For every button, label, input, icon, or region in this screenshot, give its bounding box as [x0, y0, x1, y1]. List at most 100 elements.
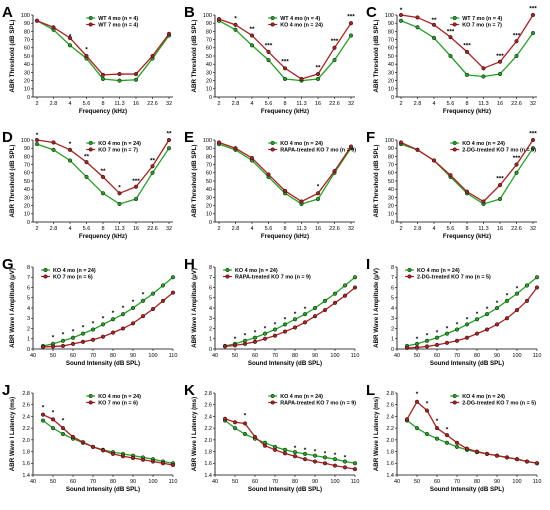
- x-axis-label: Sound Intensity (dB SPL): [430, 360, 504, 367]
- data-point: [534, 275, 540, 280]
- legend-swatch-marker: [225, 274, 230, 279]
- y-tick-label: 60: [24, 171, 30, 177]
- x-tick-label: 110: [351, 479, 360, 485]
- y-tick-label: 30: [388, 195, 394, 201]
- x-tick-label: 80: [110, 353, 116, 359]
- panel-label: H: [184, 256, 195, 273]
- data-point: [332, 58, 337, 63]
- data-point: [431, 22, 437, 27]
- data-point: [160, 283, 166, 288]
- x-tick-label: 2.8: [50, 226, 58, 232]
- legend-swatch-marker: [452, 400, 457, 405]
- y-tick-label: 6: [27, 285, 30, 291]
- panel-j: J 1.4 1.6 1.8 2.0 2.2 2.4 2.6 2.8 40 50 60 70 80 90 100…: [2, 382, 177, 493]
- data-point: [232, 343, 238, 348]
- legend-swatch-marker: [88, 140, 93, 146]
- significance-marker: *: [506, 293, 509, 300]
- x-tick-label: 50: [50, 479, 56, 485]
- data-point: [481, 199, 486, 204]
- x-tick-label: 8: [465, 226, 468, 232]
- data-point: [464, 446, 470, 451]
- significance-marker: *: [304, 447, 307, 454]
- data-point: [67, 35, 73, 41]
- x-tick-label: 5.6: [265, 101, 273, 107]
- y-axis-label: ABR Wave I Amplitude (µV): [191, 268, 198, 348]
- y-tick-label: 80: [388, 154, 394, 160]
- y-tick-label: 100: [385, 13, 394, 19]
- y-tick-label: 10: [388, 87, 394, 93]
- y-tick-label: 40: [388, 187, 394, 193]
- legend-entry: KO 7 mo (n = 7): [98, 148, 138, 154]
- x-tick-label: 8: [101, 226, 104, 232]
- x-tick-label: 40: [212, 479, 218, 485]
- data-point: [302, 451, 308, 456]
- data-point: [90, 444, 96, 449]
- y-tick-label: 1.8: [204, 449, 212, 455]
- y-tick-label: 6: [209, 285, 212, 291]
- x-tick-label: 110: [351, 353, 360, 359]
- legend-entry: KO 7 mo (n = 6): [98, 401, 138, 407]
- y-tick-label: 0: [391, 347, 394, 353]
- data-point: [444, 340, 450, 345]
- data-point: [332, 45, 337, 50]
- data-point: [67, 43, 73, 48]
- y-tick-label: 90: [206, 146, 212, 152]
- data-point: [434, 342, 440, 347]
- data-point: [292, 450, 298, 455]
- significance-marker: **: [166, 130, 172, 137]
- y-tick-label: 3: [391, 316, 394, 322]
- y-tick-label: 80: [388, 29, 394, 35]
- data-point: [484, 312, 490, 317]
- data-point: [352, 285, 358, 290]
- legend-entry: KO 4 mo (n = 24): [417, 268, 460, 274]
- legend-entry: RAPA-treated KO 7 mo (n = 9): [280, 401, 356, 407]
- data-point: [414, 399, 420, 404]
- significance-marker: *: [446, 326, 449, 333]
- y-tick-label: 2.6: [386, 403, 394, 409]
- y-tick-label: 100: [203, 138, 212, 144]
- x-tick-label: 110: [169, 353, 178, 359]
- data-point: [166, 31, 172, 36]
- data-point: [133, 71, 139, 77]
- data-point: [67, 147, 73, 152]
- y-axis-label: ABR Wave I Amplitude (µV): [9, 268, 16, 348]
- data-point: [130, 455, 136, 461]
- data-point: [80, 331, 86, 336]
- data-point: [84, 160, 89, 165]
- legend-swatch-marker: [270, 147, 275, 152]
- data-point: [100, 322, 106, 327]
- data-point: [302, 457, 308, 462]
- significance-marker: *: [314, 449, 317, 456]
- x-tick-label: 2.8: [414, 101, 422, 107]
- y-tick-label: 2.8: [386, 391, 394, 397]
- y-tick-label: 2: [391, 326, 394, 332]
- legend-swatch-marker: [452, 140, 457, 146]
- x-tick-label: 60: [70, 479, 76, 485]
- y-tick-label: 70: [24, 38, 30, 44]
- legend-entry: KO 4 mo (n = 24): [462, 141, 505, 147]
- data-point: [232, 420, 238, 425]
- legend-entry: 2-DG-treated KO 7 mo (n = 5): [417, 275, 491, 281]
- x-tick-label: 90: [312, 479, 318, 485]
- y-tick-label: 8: [391, 265, 394, 271]
- y-tick-label: 20: [24, 204, 30, 210]
- y-tick-label: 30: [206, 195, 212, 201]
- data-point: [100, 448, 106, 453]
- significance-marker: ***: [281, 59, 289, 66]
- panel-d: D 0 10 20 30 40 50 60 70 80 90 100 2 2.8 4 5.6 8 11.3 16 22…: [2, 129, 173, 240]
- y-tick-label: 20: [206, 79, 212, 85]
- legend-entry: WT 7 mo (n = 4): [98, 23, 138, 29]
- significance-marker: ***: [265, 42, 273, 49]
- significance-marker: *: [69, 141, 72, 148]
- data-point: [398, 18, 404, 23]
- data-point: [242, 341, 248, 346]
- y-tick-label: 8: [27, 265, 30, 271]
- y-tick-label: 70: [24, 163, 30, 169]
- data-point: [90, 327, 96, 332]
- x-tick-label: 16: [497, 101, 503, 107]
- data-point: [282, 451, 288, 456]
- x-axis-label: Sound Intensity (dB SPL): [248, 360, 322, 367]
- x-tick-label: 8: [101, 101, 104, 107]
- x-tick-label: 50: [50, 353, 56, 359]
- legend-swatch-marker: [452, 15, 457, 21]
